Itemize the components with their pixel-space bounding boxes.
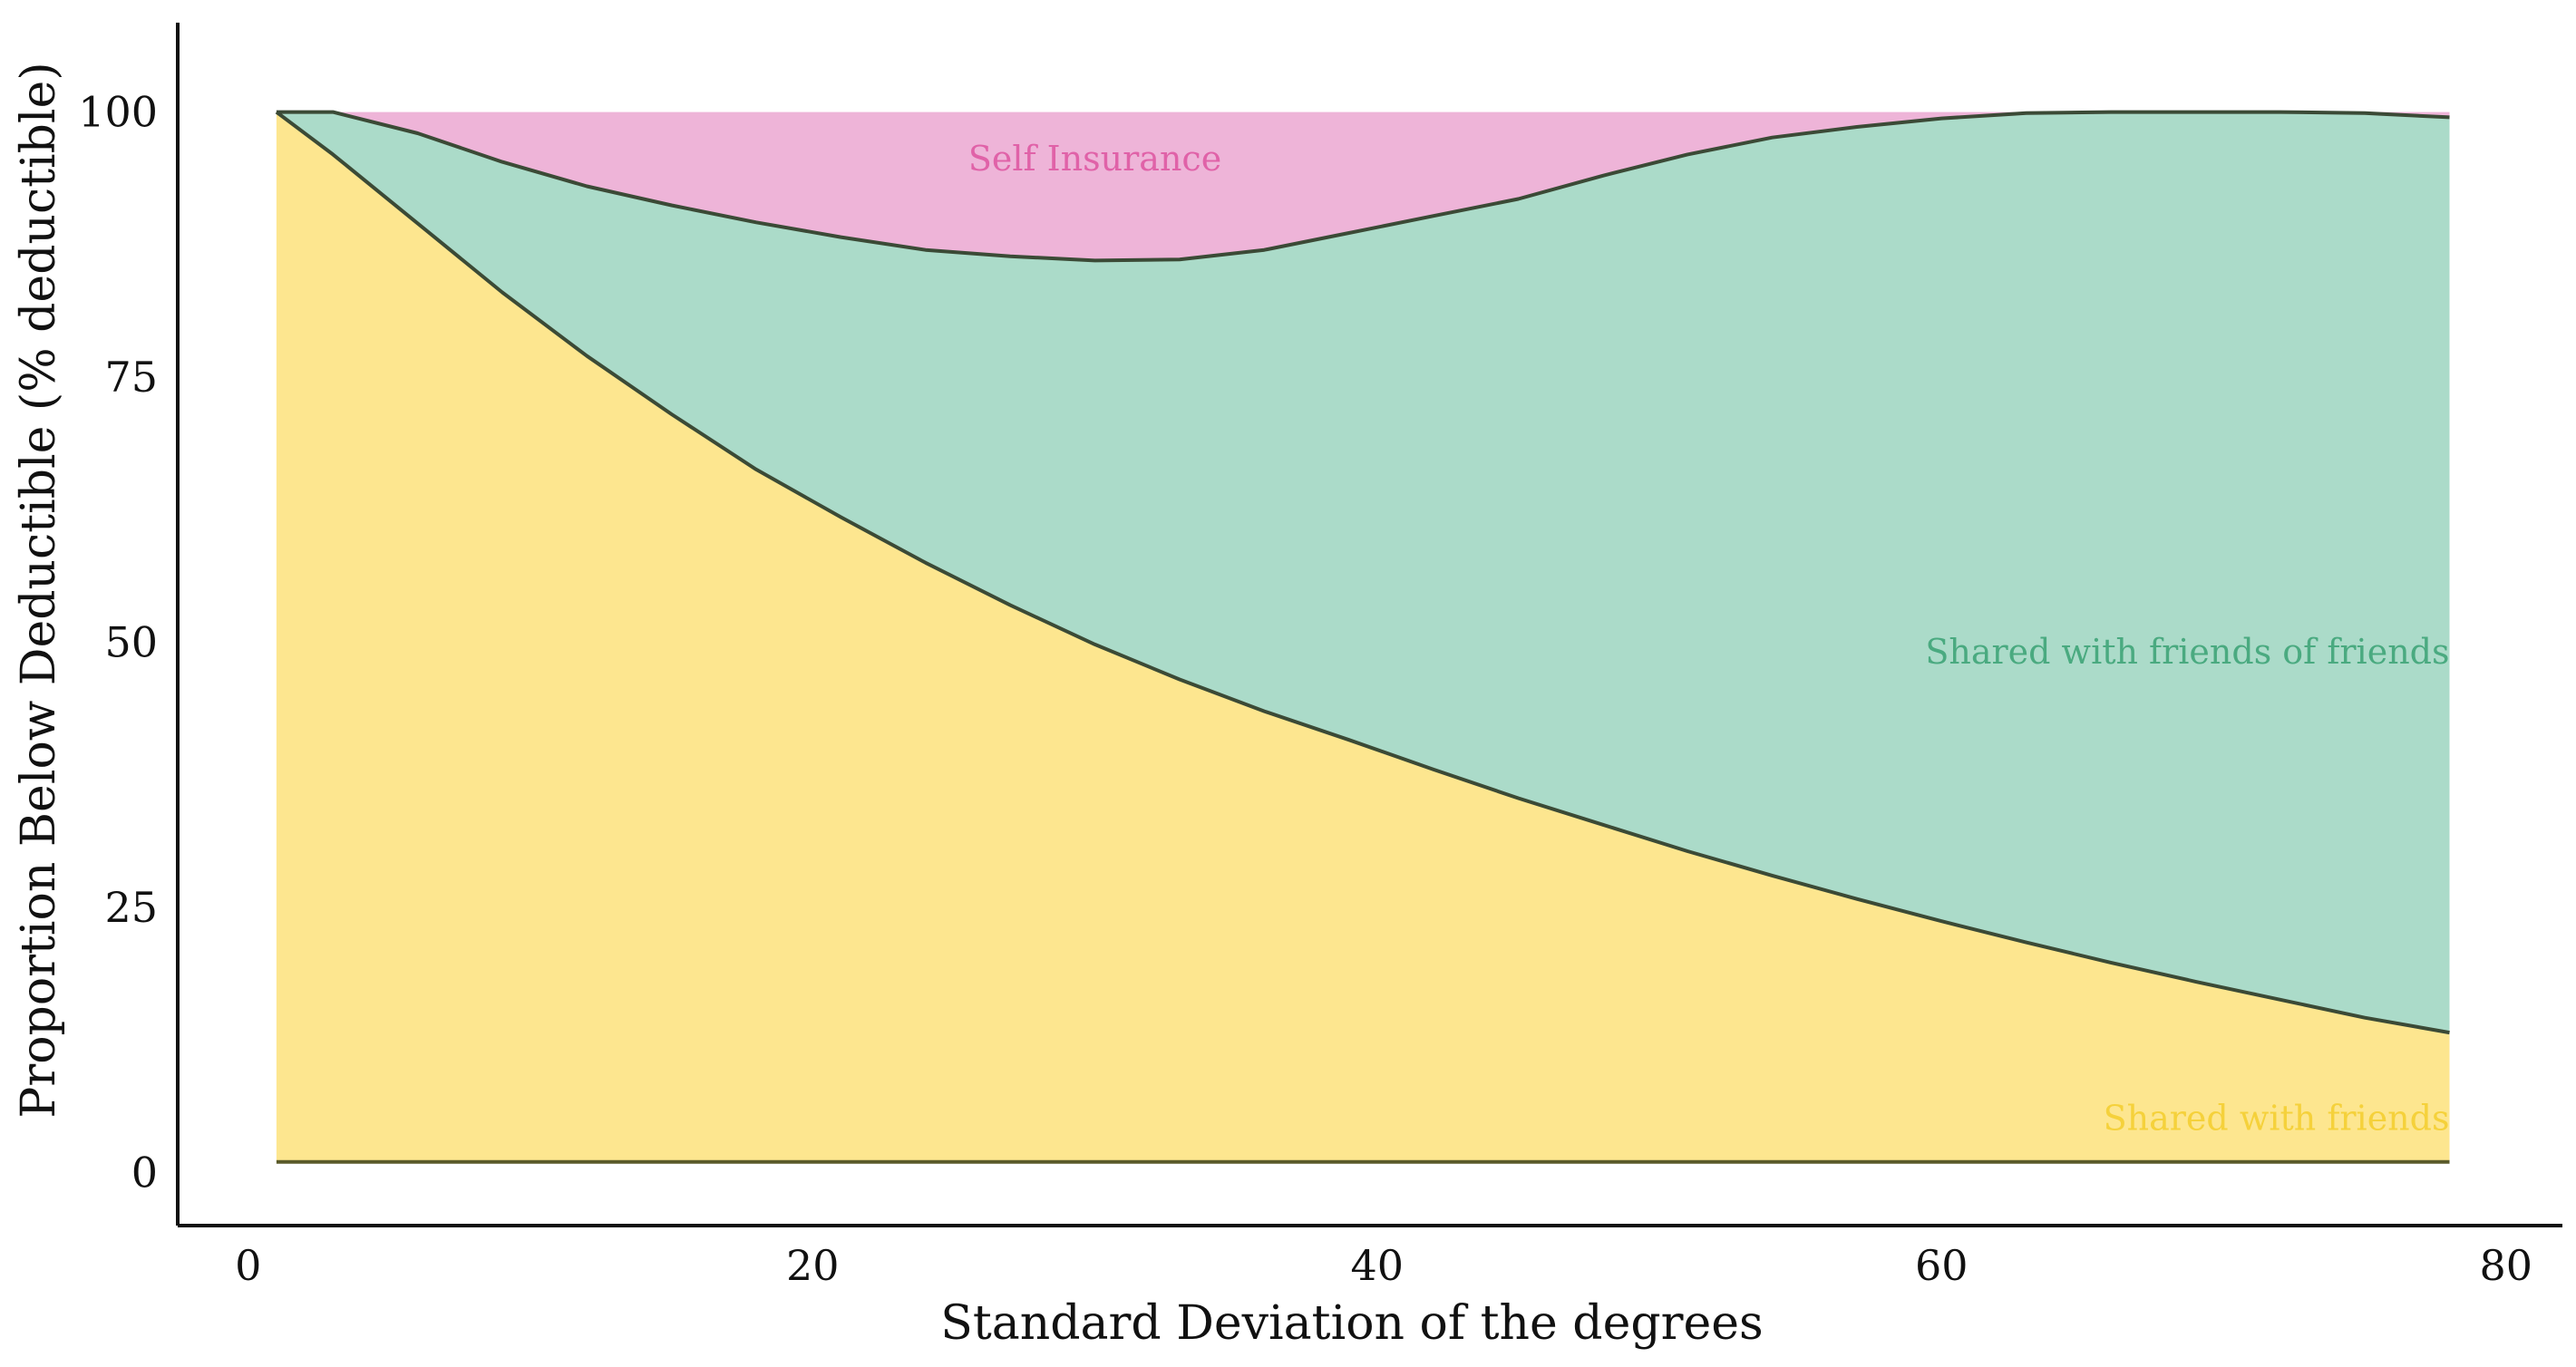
- y-tick-label: 25: [104, 883, 158, 932]
- axes-layer: [176, 23, 2562, 1227]
- y-tick-label: 100: [78, 88, 158, 137]
- boundary-lines-layer: [275, 110, 2450, 1164]
- x-axis-title: Standard Deviation of the degrees: [940, 1296, 1764, 1351]
- areas-layer: [276, 111, 2450, 1162]
- y-axis-title: Proportion Below Deductible (% deductibl…: [12, 62, 66, 1118]
- shared-with-friends-boundary-line: [275, 111, 2450, 1035]
- area-shared-with-friends-of-friends: [276, 111, 2450, 1033]
- area-shared-with-friends: [276, 111, 2450, 1162]
- x-tick-label: 0: [235, 1241, 261, 1290]
- self-insurance-label: Self Insurance: [968, 139, 1221, 179]
- shared-with-friends-of-friends-boundary-line: [276, 110, 2450, 263]
- y-tick-label: 50: [104, 618, 158, 667]
- area-self-insurance: [276, 111, 2450, 261]
- shared-with-friends-label: Shared with friends: [2104, 1099, 2450, 1139]
- x-tick-label: 60: [1915, 1241, 1968, 1290]
- x-tick-label: 20: [786, 1241, 840, 1290]
- tick-labels-layer: 0 20 40 60 80 0 25 50 75 100: [78, 88, 2532, 1290]
- y-tick-label: 0: [131, 1149, 158, 1197]
- x-tick-label: 80: [2479, 1241, 2532, 1290]
- y-tick-label: 75: [104, 353, 158, 402]
- x-tick-label: 40: [1351, 1241, 1405, 1290]
- shared-with-friends-of-friends-label: Shared with friends of friends: [1925, 632, 2449, 672]
